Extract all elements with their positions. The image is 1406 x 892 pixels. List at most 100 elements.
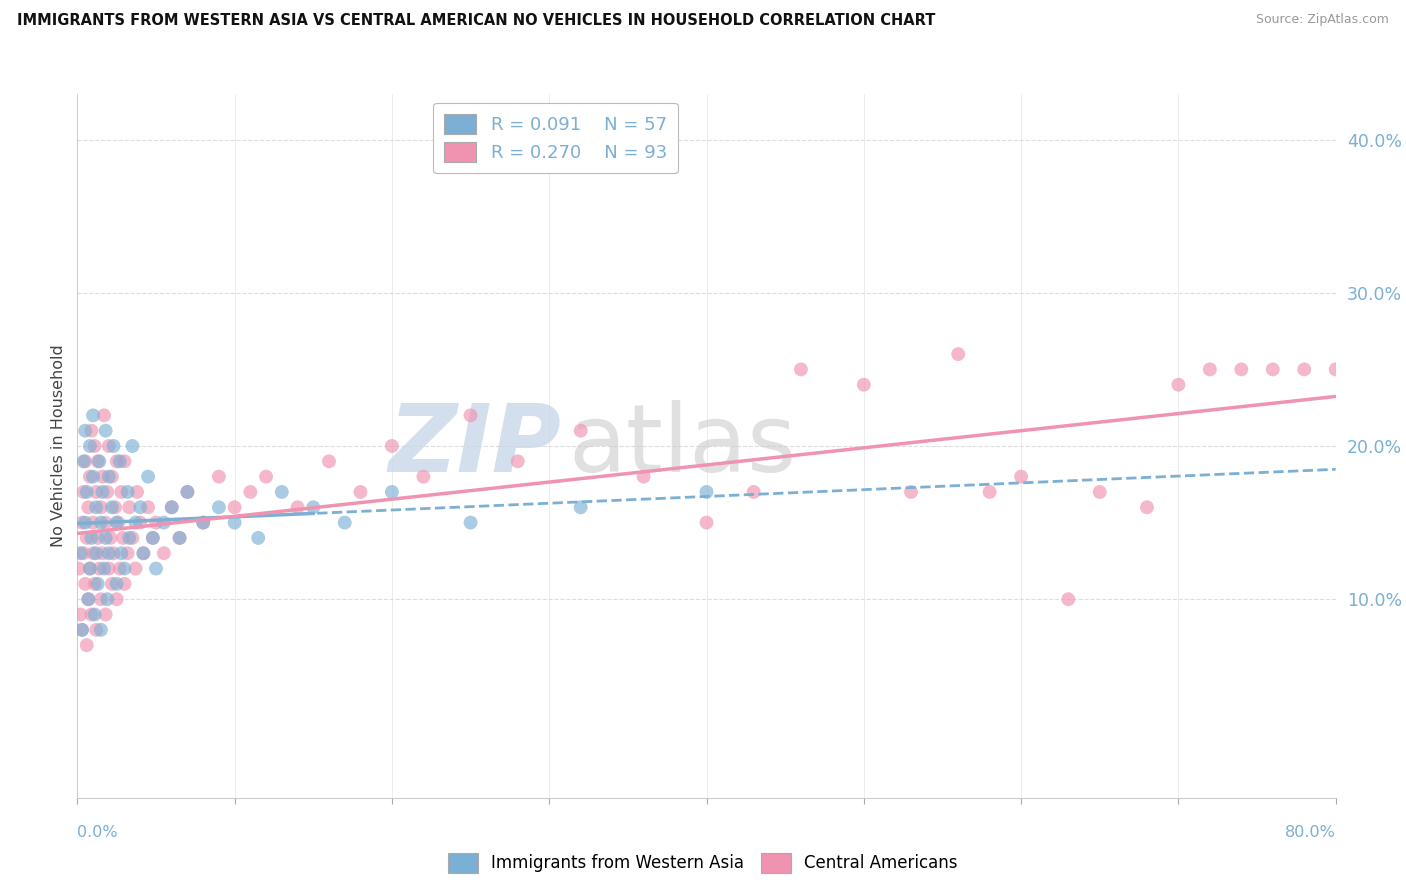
Point [381,485,404,500]
Point [1294,362,1316,376]
Point [790,362,813,376]
Point [224,516,246,530]
Point [76,638,98,652]
Legend: Immigrants from Western Asia, Central Americans: Immigrants from Western Asia, Central Am… [441,847,965,880]
Point [136,500,159,515]
Point [93,409,115,423]
Point [460,516,482,530]
Y-axis label: No Vehicles in Household: No Vehicles in Household [51,344,66,548]
Point [1324,362,1347,376]
Point [91,469,114,483]
Point [67,561,90,575]
Point [224,500,246,515]
Point [287,500,309,515]
Point [87,577,110,591]
Text: 0.0%: 0.0% [77,825,118,840]
Point [160,500,183,515]
Legend: R = 0.091    N = 57, R = 0.270    N = 93: R = 0.091 N = 57, R = 0.270 N = 93 [433,103,678,173]
Point [79,439,101,453]
Point [118,500,141,515]
Point [696,516,718,530]
Point [110,546,132,560]
Point [121,531,143,545]
Point [852,377,875,392]
Point [176,485,198,500]
Point [302,500,325,515]
Point [132,546,155,560]
Point [208,500,231,515]
Point [129,516,152,530]
Point [75,454,97,468]
Point [94,607,117,622]
Point [191,516,215,530]
Point [101,469,124,483]
Point [105,577,128,591]
Point [72,454,94,468]
Point [83,607,105,622]
Point [94,424,117,438]
Text: IMMIGRANTS FROM WESTERN ASIA VS CENTRAL AMERICAN NO VEHICLES IN HOUSEHOLD CORREL: IMMIGRANTS FROM WESTERN ASIA VS CENTRAL … [17,13,935,29]
Point [104,500,127,515]
Point [72,546,94,560]
Point [142,531,165,545]
Point [98,531,121,545]
Point [1136,500,1159,515]
Point [117,546,139,560]
Point [208,469,231,483]
Point [75,516,97,530]
Point [118,531,141,545]
Point [569,424,592,438]
Point [90,592,112,607]
Point [124,561,146,575]
Point [1010,469,1032,483]
Point [105,454,128,468]
Point [176,485,198,500]
Point [318,454,340,468]
Point [70,623,93,637]
Point [1057,592,1080,607]
Point [103,439,125,453]
Point [84,500,107,515]
Point [254,469,277,483]
Point [633,469,655,483]
Point [169,531,191,545]
Point [80,424,103,438]
Point [97,546,120,560]
Point [381,439,404,453]
Point [105,516,128,530]
Point [108,561,131,575]
Point [1167,377,1189,392]
Point [84,623,107,637]
Point [76,485,98,500]
Point [114,577,136,591]
Point [153,546,176,560]
Point [91,485,114,500]
Point [1261,362,1284,376]
Point [76,531,98,545]
Point [96,485,118,500]
Point [349,485,371,500]
Point [153,516,176,530]
Point [239,485,262,500]
Point [105,592,128,607]
Point [97,469,120,483]
Point [124,516,146,530]
Point [1088,485,1111,500]
Point [89,454,111,468]
Point [82,469,104,483]
Point [108,454,131,468]
Point [145,561,167,575]
Point [145,516,167,530]
Point [80,607,103,622]
Point [84,546,107,560]
Point [83,577,105,591]
Point [742,485,765,500]
Point [110,485,132,500]
Point [77,592,100,607]
Point [132,546,155,560]
Point [696,485,718,500]
Point [75,577,97,591]
Point [1198,362,1220,376]
Point [127,485,149,500]
Point [114,561,136,575]
